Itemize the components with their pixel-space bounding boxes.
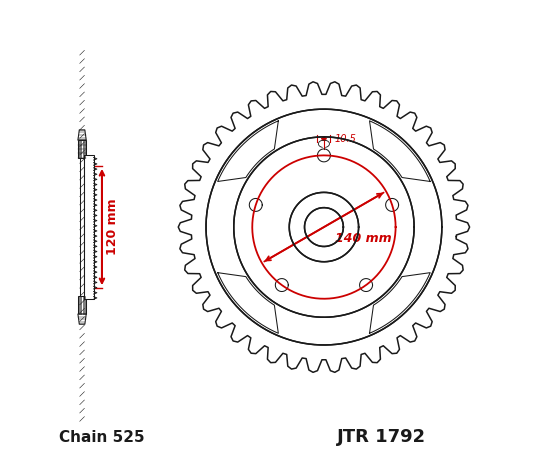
Polygon shape: [218, 273, 278, 333]
Bar: [78, 140, 86, 158]
Text: JTR 1792: JTR 1792: [337, 429, 426, 446]
Text: Chain 525: Chain 525: [59, 430, 145, 445]
Text: 10.5: 10.5: [334, 134, 356, 144]
Bar: [80, 158, 85, 296]
Text: 120 mm: 120 mm: [106, 199, 119, 256]
Text: 140 mm: 140 mm: [335, 232, 392, 245]
Polygon shape: [218, 121, 278, 182]
Polygon shape: [370, 273, 430, 333]
Bar: [78, 296, 86, 314]
Polygon shape: [370, 121, 430, 182]
Bar: [85, 155, 94, 299]
Polygon shape: [78, 130, 86, 140]
Polygon shape: [78, 314, 86, 324]
